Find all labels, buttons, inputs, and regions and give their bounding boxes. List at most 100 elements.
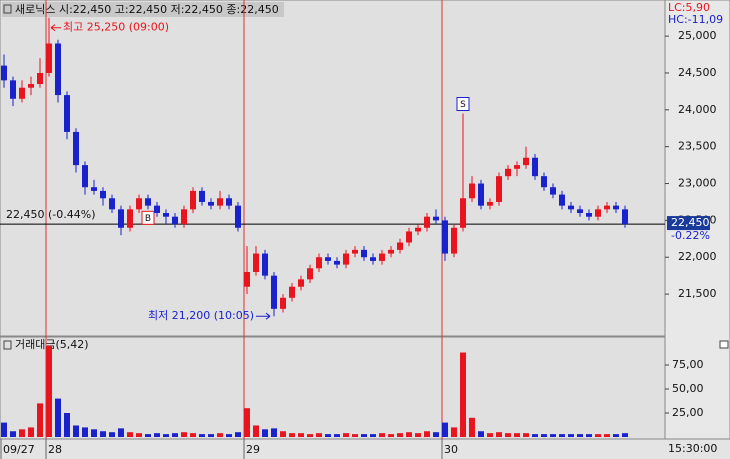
candle-body xyxy=(451,227,457,254)
volume-bar xyxy=(199,434,205,437)
volume-bar xyxy=(433,432,439,437)
pane-close[interactable] xyxy=(719,340,729,349)
high-label: 최고 25,250 (09:00) xyxy=(63,21,169,34)
y-tick-label: 24,000 xyxy=(678,103,717,116)
candle-body xyxy=(559,194,565,206)
candle-body xyxy=(64,95,70,132)
candle-body xyxy=(226,198,232,206)
signal-label: S xyxy=(460,100,466,110)
volume-bar xyxy=(532,434,538,437)
reference-label: 22,450 (-0.44%) xyxy=(6,208,95,221)
candle-body xyxy=(190,190,196,210)
candle-body xyxy=(442,220,448,254)
volume-bar xyxy=(64,413,70,437)
volume-bar xyxy=(460,352,466,437)
volume-bar xyxy=(172,433,178,437)
candle-body xyxy=(415,227,421,232)
volume-bar xyxy=(262,429,268,437)
volume-bar xyxy=(361,434,367,437)
x-tick-label: 30 xyxy=(444,443,458,456)
candle-body xyxy=(154,205,160,214)
candle-body xyxy=(541,176,547,188)
candle-body xyxy=(1,65,7,81)
volume-bar xyxy=(586,434,592,437)
volume-bar xyxy=(397,433,403,437)
candle-body xyxy=(208,201,214,206)
volume-bar xyxy=(253,425,259,437)
candle-body xyxy=(100,190,106,199)
candle-body xyxy=(379,253,385,261)
y-tick-label: 24,500 xyxy=(678,66,717,79)
volume-bar xyxy=(406,432,412,437)
candle-body xyxy=(37,72,43,85)
volume-bar xyxy=(451,427,457,437)
volume-bar xyxy=(280,431,286,437)
volume-bar xyxy=(235,432,241,437)
candle-body xyxy=(586,213,592,217)
volume-bar xyxy=(622,433,628,437)
volume-bar xyxy=(541,434,547,437)
volume-bar xyxy=(136,433,142,437)
title-box xyxy=(2,2,284,17)
high-arrow xyxy=(50,24,61,32)
x-tick-label: 29 xyxy=(246,443,260,456)
volume-bar xyxy=(550,434,556,437)
volume-bar xyxy=(370,434,376,437)
candle-body xyxy=(136,198,142,210)
volume-bar xyxy=(19,429,25,437)
candle-body xyxy=(91,187,97,191)
volume-bar xyxy=(388,434,394,437)
volume-bar xyxy=(37,403,43,437)
lc-label: LC:5,90 xyxy=(668,1,710,14)
volume-bar xyxy=(496,432,502,437)
volume-bar xyxy=(208,434,214,437)
chart-title: 새로닉스 시:22,450 고:22,450 저:22,450 종:22,450 xyxy=(15,3,279,16)
volume-bar xyxy=(316,433,322,437)
volume-bar xyxy=(424,431,430,437)
volume-bar xyxy=(217,433,223,437)
candle-body xyxy=(10,80,16,99)
volume-bar xyxy=(289,433,295,437)
candle-body xyxy=(469,183,475,199)
candle-body xyxy=(217,198,223,206)
title-icon xyxy=(3,4,12,14)
last-price-box xyxy=(667,216,710,231)
volume-bar xyxy=(1,422,7,437)
volume-bar xyxy=(595,434,601,437)
volume-bar xyxy=(307,434,313,437)
candle-body xyxy=(253,253,259,272)
y-tick-label: 22,000 xyxy=(678,250,717,263)
volume-bar xyxy=(514,433,520,437)
candle-body xyxy=(424,216,430,228)
volume-bar xyxy=(577,434,583,437)
candle-body xyxy=(505,168,511,177)
y-tick-label: 25,00 xyxy=(672,406,704,419)
candle-body xyxy=(19,87,25,99)
candle-body xyxy=(334,260,340,265)
candle-body xyxy=(316,257,322,269)
last-price-label: 22,450 xyxy=(671,216,710,229)
volume-bar xyxy=(415,433,421,437)
volume-bar xyxy=(343,433,349,437)
candle-body xyxy=(82,165,88,188)
candle-body xyxy=(523,157,529,166)
candle-body xyxy=(235,205,241,228)
candle-body xyxy=(496,176,502,202)
candle-body xyxy=(172,216,178,225)
volume-bar xyxy=(523,433,529,437)
candle-body xyxy=(271,275,277,309)
low-arrow xyxy=(256,312,271,320)
candle-body xyxy=(181,209,187,225)
candle-body xyxy=(433,216,439,221)
candle-body xyxy=(145,198,151,206)
volume-bar xyxy=(46,345,52,437)
candle-body xyxy=(406,231,412,243)
candle-body xyxy=(118,209,124,228)
candle-body xyxy=(532,157,538,177)
candle-body xyxy=(262,253,268,276)
volume-title: 거래대금(5,42) xyxy=(15,338,89,351)
volume-bar xyxy=(91,429,97,437)
volume-bar xyxy=(163,434,169,437)
candle-body xyxy=(289,286,295,298)
candle-body xyxy=(352,249,358,254)
